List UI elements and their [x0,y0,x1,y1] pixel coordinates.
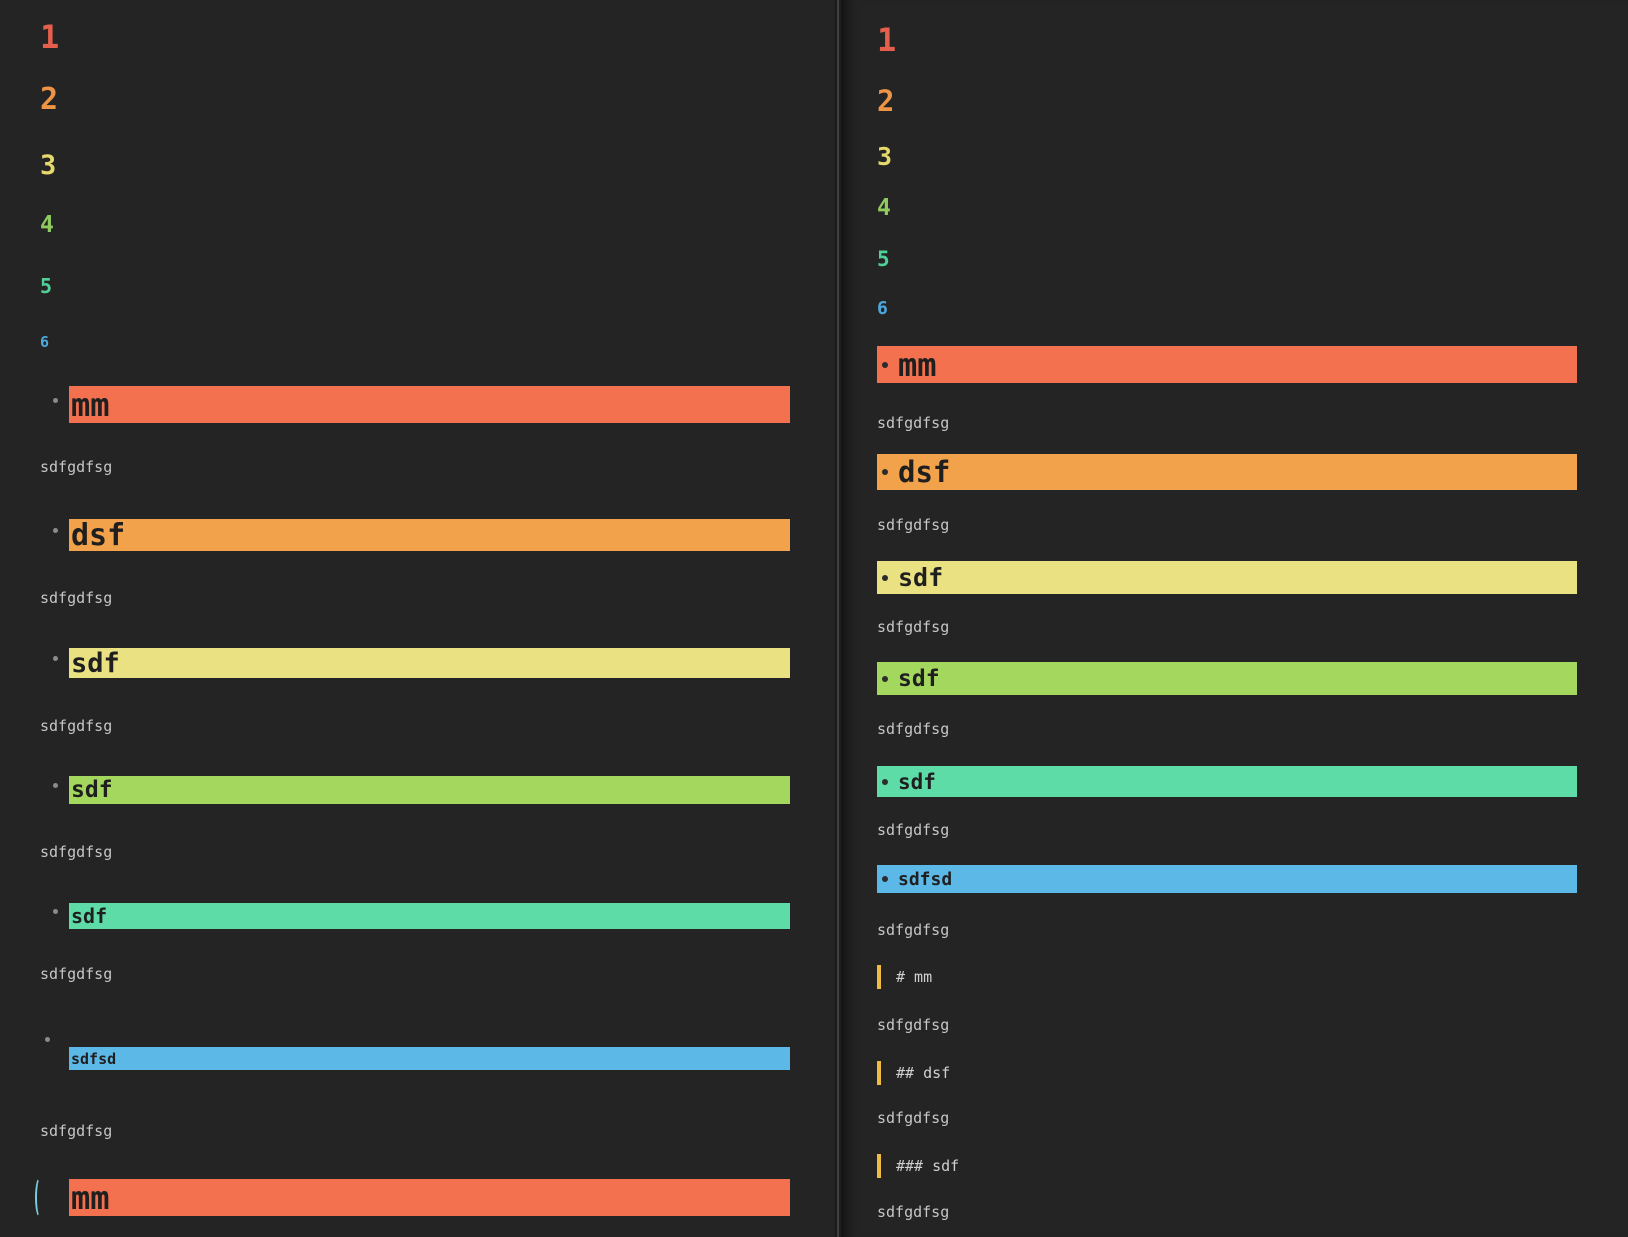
paragraph-text[interactable]: sdfgdfsg [877,618,950,636]
heading-text: sdf [898,563,944,592]
raw-heading-text: ### sdf [896,1157,960,1175]
paragraph-text[interactable]: sdfgdfsg [877,1203,950,1221]
heading-highlight-bar-h1[interactable]: mm [877,345,1577,384]
fold-dot-icon[interactable] [53,528,58,533]
paragraph-text[interactable]: sdfgdfsg [877,720,950,738]
paragraph-text[interactable]: sdfgdfsg [877,921,950,939]
heading-text: sdf [71,904,108,928]
collapse-bullet-icon[interactable] [882,469,888,475]
paragraph-text[interactable]: sdfgdfsg [877,414,950,432]
heading-line-h6[interactable]: sdfsd [841,865,1628,893]
heading-line-h4[interactable]: sdf [841,662,1628,695]
heading-line-h6[interactable]: sdfsd [0,1037,835,1070]
heading-number-h5[interactable]: 5 [877,247,890,271]
heading-text: dsf [898,455,951,489]
text-cursor-bracket [35,1177,45,1218]
pane-resize-divider[interactable] [835,0,841,1237]
editor-pane-right[interactable]: 1 2 3 4 5 6 mm sdfgdfsg dsf sdfgdfsg sdf sdfgdfsg sd… [841,0,1628,1237]
heading-highlight-bar-h4[interactable]: sdf [69,776,790,804]
heading-text: mm [898,345,937,384]
heading-text: sdf [898,769,936,794]
heading-number-h2[interactable]: 2 [877,84,895,118]
heading-highlight-bar-h1[interactable]: mm [69,1178,790,1217]
collapse-bullet-icon[interactable] [882,778,888,785]
fold-dot-icon[interactable] [53,398,58,403]
heading-text: sdf [71,647,120,679]
heading-line-h1[interactable]: mm [841,345,1628,384]
raw-markdown-heading-h1[interactable]: # mm [877,965,932,989]
heading-highlight-bar-h2[interactable]: dsf [877,454,1577,490]
heading-line-h4[interactable]: sdf [0,776,835,804]
raw-heading-text: ## dsf [896,1064,951,1082]
paragraph-text[interactable]: sdfgdfsg [40,717,113,735]
heading-number-h1[interactable]: 1 [40,18,60,56]
heading-number-h4[interactable]: 4 [877,195,891,221]
paragraph-text[interactable]: sdfgdfsg [877,516,950,534]
paragraph-text[interactable]: sdfgdfsg [877,1016,950,1034]
heading-highlight-bar-h4[interactable]: sdf [877,662,1577,695]
heading-highlight-bar-h6[interactable]: sdfsd [69,1047,790,1070]
collapse-bullet-icon[interactable] [882,361,888,368]
collapse-bullet-icon[interactable] [882,675,888,682]
heading-line-h1[interactable]: mm [0,385,835,424]
heading-highlight-bar-h3[interactable]: sdf [877,561,1577,594]
heading-number-h6[interactable]: 6 [877,298,888,319]
paragraph-text[interactable]: sdfgdfsg [40,589,113,607]
fold-dot-icon[interactable] [53,656,58,661]
paragraph-text[interactable]: sdfgdfsg [40,1122,113,1140]
heading-text: mm [71,1178,110,1217]
raw-markdown-heading-h3[interactable]: ### sdf [877,1154,959,1178]
fold-dot-icon[interactable] [53,909,58,914]
paragraph-text[interactable]: sdfgdfsg [40,965,113,983]
raw-heading-text: # mm [896,968,933,986]
collapse-bullet-icon[interactable] [882,574,888,581]
heading-highlight-bar-h1[interactable]: mm [69,385,790,424]
paragraph-text[interactable]: sdfgdfsg [877,1109,950,1127]
heading-number-h3[interactable]: 3 [40,150,57,181]
fold-dot-icon[interactable] [53,783,58,788]
fold-dot-icon[interactable] [45,1037,50,1042]
heading-number-h1[interactable]: 1 [877,21,897,59]
heading-line-h2[interactable]: dsf [841,454,1628,490]
heading-text: sdf [898,665,940,692]
heading-highlight-bar-h3[interactable]: sdf [69,647,790,679]
paragraph-text[interactable]: sdfgdfsg [877,821,950,839]
heading-text: mm [71,385,110,424]
heading-highlight-bar-h2[interactable]: dsf [69,517,790,553]
heading-highlight-bar-h6[interactable]: sdfsd [877,865,1577,893]
heading-highlight-bar-h5[interactable]: sdf [69,903,790,929]
editor-pane-left[interactable]: 1 2 3 4 5 6 mm sdfgdfsg dsf sdfgdfsg sdf sdfgdfsg sd… [0,0,835,1237]
heading-number-h4[interactable]: 4 [40,212,54,238]
heading-line-h2[interactable]: dsf [0,517,835,553]
heading-text: dsf [71,517,126,553]
paragraph-text[interactable]: sdfgdfsg [40,843,113,861]
heading-text: sdfsd [71,1049,117,1068]
heading-text: sdfsd [898,868,953,890]
paragraph-text[interactable]: sdfgdfsg [40,458,113,476]
collapse-bullet-icon[interactable] [882,876,888,882]
heading-line-h3[interactable]: sdf [0,647,835,679]
heading-line-h5[interactable]: sdf [0,903,835,929]
heading-number-h5[interactable]: 5 [40,274,53,298]
heading-line-h3[interactable]: sdf [841,561,1628,594]
heading-number-h3[interactable]: 3 [877,142,893,171]
heading-text: sdf [71,777,113,803]
raw-markdown-heading-h2[interactable]: ## dsf [877,1061,950,1085]
heading-line-h5[interactable]: sdf [841,766,1628,797]
heading-number-h6[interactable]: 6 [40,333,50,351]
heading-line-h1[interactable]: mm [0,1177,835,1218]
heading-highlight-bar-h5[interactable]: sdf [877,766,1577,797]
heading-number-h2[interactable]: 2 [40,82,59,117]
